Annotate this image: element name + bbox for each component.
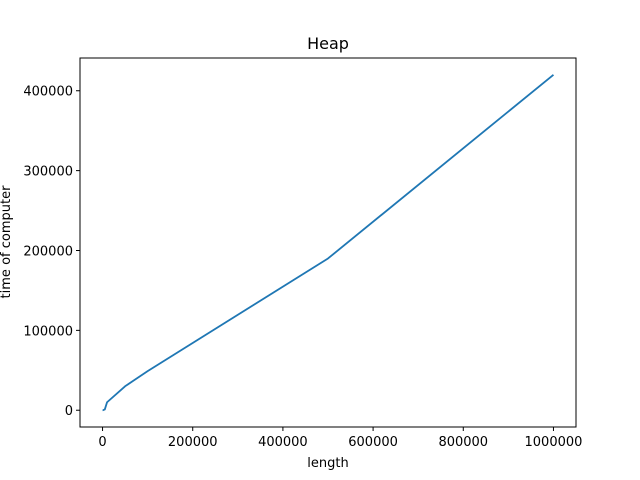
x-tick-label: 0: [98, 435, 106, 450]
x-tick-label: 200000: [168, 435, 218, 450]
y-axis-label: time of computer: [0, 185, 14, 299]
x-tick-label: 800000: [438, 435, 488, 450]
y-tick-label: 200000: [23, 244, 73, 259]
axes-frame: [79, 57, 577, 428]
x-axis-label: length: [307, 456, 348, 471]
series-line: [102, 74, 555, 412]
x-tick-label: 1000000: [525, 435, 583, 450]
y-tick-label: 300000: [23, 165, 73, 180]
x-tick-label: 400000: [258, 435, 308, 450]
plot-area: 0 200000 400000 600000 800000 1000000 0 100000 2…: [23, 74, 583, 450]
y-tick-label: 100000: [23, 324, 73, 339]
y-tick-label: 0: [65, 404, 73, 419]
x-tick-label: 600000: [348, 435, 398, 450]
chart-title: Heap: [307, 34, 349, 53]
y-tick-label: 400000: [23, 85, 73, 100]
